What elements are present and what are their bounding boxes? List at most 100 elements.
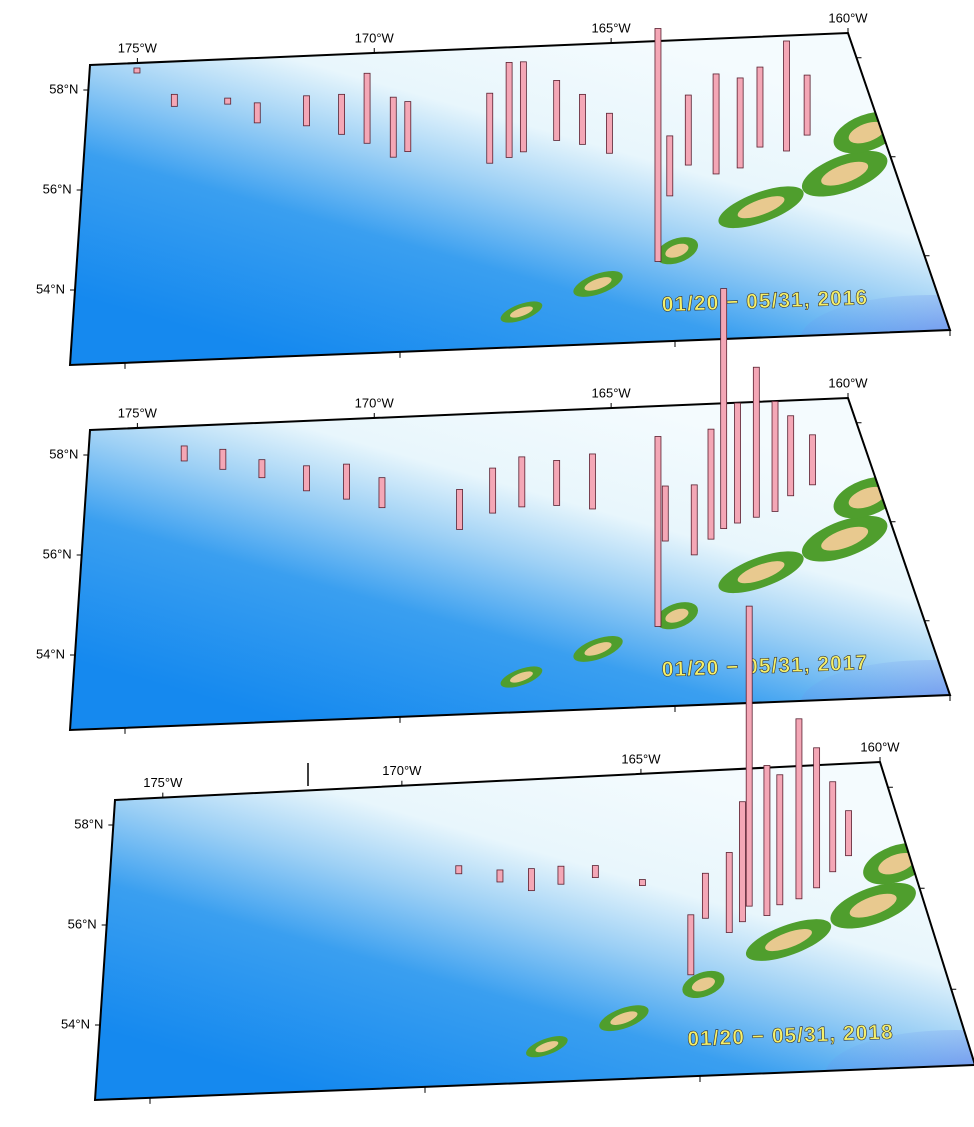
bar [303, 95, 310, 127]
map-area [95, 762, 974, 1100]
bar [666, 135, 674, 197]
bar [486, 92, 494, 164]
bar [756, 66, 764, 148]
bar [720, 288, 728, 530]
lon-tick-label: 175°W [118, 40, 158, 55]
bar [845, 810, 852, 857]
bar [579, 93, 586, 145]
map-area [70, 398, 950, 730]
bar [589, 453, 596, 510]
ocean [70, 398, 950, 730]
lon-tick-label: 175°W [143, 775, 183, 790]
land-highland [665, 243, 689, 258]
bar [518, 456, 526, 508]
lon-tick-label: 160°W [828, 375, 868, 390]
lon-tick-label: 170°W [355, 395, 395, 410]
bar [253, 102, 261, 124]
bar [170, 93, 178, 107]
bar [404, 101, 412, 152]
bar [687, 914, 695, 976]
land-highland [535, 1041, 559, 1053]
land-highland [849, 893, 897, 918]
bar [803, 74, 811, 136]
bar [809, 434, 816, 486]
bar [219, 448, 227, 470]
lat-tick-label: 56°N [43, 181, 72, 196]
bar [180, 445, 188, 462]
bar [690, 484, 698, 556]
bar [224, 97, 232, 105]
bar [338, 93, 345, 135]
land-highland [765, 929, 812, 952]
ocean [70, 33, 950, 365]
land-highland [665, 608, 689, 623]
bar [725, 852, 733, 933]
bar [734, 402, 741, 524]
land-highland [848, 486, 886, 509]
land-highland [584, 642, 612, 656]
lon-tick-label: 165°W [592, 20, 632, 35]
lon-tick-label: 160°W [860, 739, 900, 754]
lon-tick-label: 165°W [621, 751, 661, 766]
bar [654, 28, 662, 262]
bar [745, 605, 753, 907]
bar [456, 489, 463, 530]
bar [776, 774, 784, 906]
bar [343, 463, 350, 500]
bar [783, 40, 790, 152]
land-highland [509, 671, 533, 683]
bar [684, 94, 692, 166]
bar [813, 747, 821, 889]
bar [712, 73, 720, 175]
lat-tick-label: 58°N [49, 81, 78, 96]
bar [763, 765, 771, 916]
bar [519, 61, 527, 153]
bar [701, 872, 709, 919]
land-highland [737, 196, 785, 219]
bar [829, 781, 837, 873]
lon-tick-label: 170°W [382, 763, 422, 778]
land-highland [737, 561, 785, 584]
bar [496, 869, 504, 883]
land-highland [509, 306, 533, 318]
lon-tick-label: 165°W [592, 385, 632, 400]
ocean [95, 762, 974, 1100]
land-highland [584, 277, 612, 291]
bar [795, 718, 803, 900]
map-frame [93, 760, 974, 1102]
lon-tick-label: 175°W [118, 405, 158, 420]
bar [528, 868, 535, 892]
bar [752, 366, 760, 518]
bar [489, 467, 497, 514]
bar [736, 77, 744, 169]
land-highland [848, 121, 886, 144]
map-area [70, 33, 950, 365]
land-highland [610, 1011, 638, 1025]
lat-tick-label: 54°N [36, 646, 65, 661]
bar [654, 436, 662, 627]
bar [557, 865, 565, 885]
bar [661, 485, 669, 542]
lat-tick-label: 58°N [74, 816, 103, 831]
bar [553, 80, 561, 141]
bar [553, 460, 561, 506]
bar [258, 459, 266, 479]
bar [771, 401, 779, 512]
lon-tick-label: 160°W [828, 10, 868, 25]
bar [787, 415, 795, 497]
bar [378, 477, 386, 509]
bar [363, 72, 371, 144]
land-highland [821, 526, 869, 551]
bar [505, 62, 513, 158]
bar [606, 112, 613, 154]
bar [591, 865, 599, 878]
bar [303, 465, 310, 492]
land-highland [821, 161, 869, 186]
lat-tick-label: 56°N [68, 916, 97, 931]
bar [455, 865, 463, 875]
bar [639, 879, 646, 886]
lat-tick-label: 54°N [36, 281, 65, 296]
lat-tick-label: 56°N [43, 546, 72, 561]
